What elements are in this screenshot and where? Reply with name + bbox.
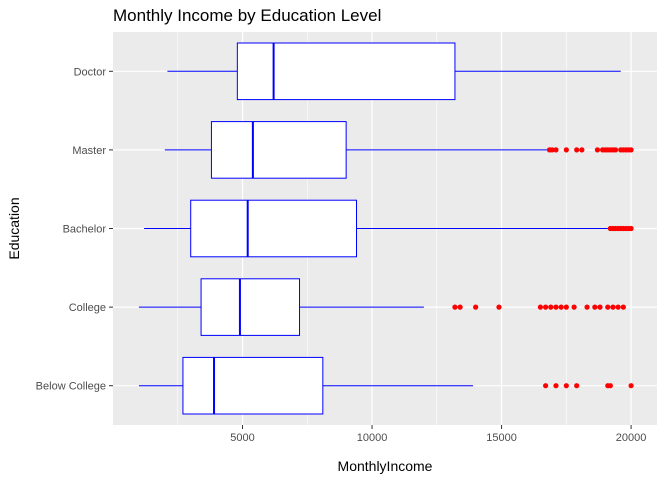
outlier-point	[563, 147, 569, 153]
y-tick-label: Doctor	[74, 66, 107, 78]
x-tick-label: 15000	[486, 432, 517, 444]
box-master	[164, 121, 549, 179]
outlier-point	[574, 383, 580, 389]
y-tick-label: Bachelor	[63, 224, 107, 236]
chart-title: Monthly Income by Education Level	[113, 6, 382, 25]
outlier-point	[628, 225, 634, 232]
outlier-point	[607, 383, 613, 389]
boxes	[138, 42, 621, 415]
outlier-point	[620, 304, 626, 310]
outlier-point	[605, 304, 611, 310]
outlier-point	[592, 304, 598, 310]
outlier-point	[543, 304, 549, 310]
outlier-point	[628, 147, 634, 153]
box-college	[138, 278, 424, 336]
outlier-point	[548, 304, 554, 310]
outlier-point	[594, 147, 601, 153]
outlier-point	[612, 147, 619, 153]
outlier-point	[553, 147, 559, 153]
outlier-point	[558, 304, 564, 310]
outlier-point	[563, 304, 569, 310]
outlier-point	[579, 147, 585, 153]
x-tick-label: 20000	[616, 432, 647, 444]
outlier-point	[571, 304, 577, 310]
outlier-point	[610, 304, 616, 310]
outlier-point	[597, 304, 603, 310]
box-iqr	[190, 199, 358, 258]
outliers	[452, 147, 634, 389]
x-axis-title: MonthlyIncome	[338, 458, 433, 474]
outlier-point	[549, 147, 555, 153]
x-tick-label: 10000	[357, 432, 388, 444]
y-tick-label: Below College	[36, 381, 106, 393]
axes: 5000 10000 15000 20000 Doctor Master Bachelor C…	[36, 66, 647, 444]
box-iqr	[210, 121, 347, 179]
outlier-point	[553, 304, 559, 310]
box-iqr	[182, 356, 324, 415]
outlier-point	[584, 304, 590, 310]
outlier-point	[615, 304, 621, 310]
outlier-point	[457, 304, 463, 310]
box-below-college	[138, 356, 474, 415]
outlier-point	[473, 304, 479, 310]
outlier-point	[452, 304, 458, 310]
outlier-point	[574, 147, 580, 153]
y-axis-title: Education	[6, 197, 22, 259]
box-iqr	[200, 278, 301, 336]
outlier-point	[563, 383, 569, 389]
y-tick-label: Master	[72, 145, 106, 157]
outlier-point	[537, 304, 544, 310]
x-tick-label: 5000	[230, 432, 254, 444]
box-doctor	[167, 42, 621, 101]
outlier-point	[496, 304, 502, 310]
outlier-point	[543, 383, 549, 389]
y-tick-label: College	[69, 302, 106, 314]
box-iqr	[236, 42, 456, 101]
box-bachelor	[144, 199, 608, 258]
outlier-point	[553, 383, 559, 389]
outlier-point	[628, 383, 634, 389]
